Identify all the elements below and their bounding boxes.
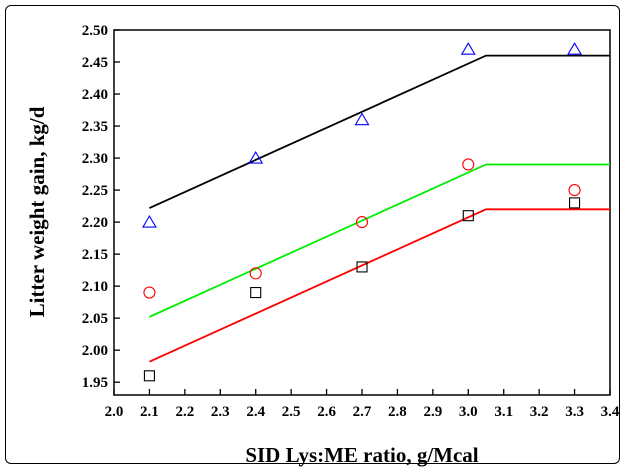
y-tick-label: 2.45	[82, 55, 108, 71]
x-tick-label: 3.3	[565, 404, 584, 420]
triangle-point	[248, 150, 264, 164]
square-point	[250, 286, 262, 299]
chart-frame	[5, 5, 620, 464]
x-tick-label: 2.2	[175, 404, 194, 420]
data-markers	[141, 42, 583, 382]
x-tick-label: 2.6	[317, 404, 336, 420]
x-tick-label: 3.2	[530, 404, 549, 420]
y-axis-ticks: 1.95 2.00 2.05 2.10 2.15 2.20 2.25 2.30 2.35 2.40…	[82, 23, 120, 391]
triangle-point	[354, 112, 370, 126]
circle-point	[143, 286, 156, 299]
circle-point	[249, 267, 262, 280]
square-point	[569, 197, 581, 209]
y-tick-label: 2.25	[82, 183, 108, 199]
x-tick-label: 2.0	[105, 404, 124, 420]
y-tick-label: 2.20	[82, 215, 108, 231]
x-tick-label: 2.4	[246, 404, 265, 420]
y-tick-label: 2.30	[82, 151, 108, 167]
circle-point	[568, 184, 581, 197]
square-point	[143, 370, 155, 382]
fit-line-triangle	[149, 54, 610, 209]
x-tick-label: 2.5	[282, 404, 301, 420]
x-tick-label: 3.4	[601, 404, 620, 420]
x-tick-label: 2.7	[353, 404, 372, 420]
y-tick-label: 2.00	[82, 343, 108, 359]
y-tick-label: 2.15	[82, 247, 108, 263]
x-tick-label: 3.0	[459, 404, 478, 420]
x-tick-label: 2.8	[388, 404, 407, 420]
circle-point	[355, 216, 369, 229]
y-axis-title: Litter weight gain, kg/d	[25, 106, 49, 317]
triangle-point	[141, 215, 157, 228]
x-tick-label: 3.1	[494, 404, 513, 420]
x-tick-label: 2.3	[211, 404, 230, 420]
y-tick-label: 2.50	[82, 23, 108, 39]
square-point	[356, 261, 368, 273]
x-tick-label: 2.1	[140, 404, 159, 420]
x-axis-title: SID Lys:ME ratio, g/Mcal	[245, 443, 478, 467]
y-tick-label: 2.40	[82, 87, 108, 103]
y-tick-label: 2.05	[82, 311, 108, 327]
square-point	[462, 210, 474, 222]
fit-line-square	[149, 208, 610, 363]
y-tick-label: 2.35	[82, 119, 108, 135]
x-axis-ticks: 2.0 2.1 2.2 2.3 2.4 2.5 2.6 2.7 2.8 2.9 3.0 3.1 3.2 3…	[105, 389, 620, 420]
triangle-point	[567, 42, 583, 55]
y-tick-label: 1.95	[82, 375, 108, 391]
x-tick-label: 2.9	[423, 404, 442, 420]
fit-line-circle	[149, 163, 610, 318]
y-tick-label: 2.10	[82, 279, 108, 295]
fit-lines	[149, 54, 610, 363]
circle-point	[462, 158, 475, 171]
plot-area	[113, 29, 611, 396]
triangle-point	[460, 42, 476, 55]
